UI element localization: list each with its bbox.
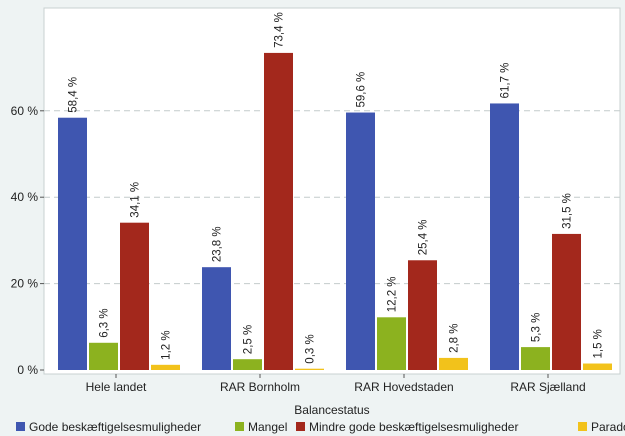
bars: 58,4 % 6,3 % 34,1 % 1,2 % 23,8 % 2,5 % 73,4 % 0… <box>58 12 612 371</box>
bar <box>583 363 612 370</box>
bar <box>490 103 519 371</box>
y-tick-label: 0 % <box>17 363 38 377</box>
legend-label: Gode beskæftigelsesmuligheder <box>29 420 201 434</box>
legend-swatch <box>296 422 305 431</box>
bar <box>439 357 468 370</box>
bar-value-label: 1,5 % <box>593 329 605 358</box>
legend-swatch <box>235 422 244 431</box>
bar-value-label: 5,3 % <box>531 313 543 342</box>
bar <box>521 347 550 370</box>
bar <box>264 52 293 371</box>
bar <box>233 359 262 370</box>
y-tick-label: 40 % <box>11 190 39 204</box>
bar <box>295 368 324 370</box>
legend-swatch <box>578 422 587 431</box>
bar <box>58 117 87 370</box>
bar-value-label: 0,3 % <box>305 334 317 363</box>
bar-value-label: 25,4 % <box>418 219 430 255</box>
legend-label: Mindre gode beskæftigelsesmuligheder <box>309 420 518 434</box>
bar-value-label: 12,2 % <box>387 276 399 312</box>
x-tick-label: RAR Bornholm <box>220 380 300 394</box>
bar-value-label: 1,2 % <box>161 330 173 359</box>
bar-value-label: 31,5 % <box>562 193 574 229</box>
bar <box>552 233 581 370</box>
bar-value-label: 2,5 % <box>243 325 255 354</box>
bar-value-label: 59,6 % <box>356 72 368 108</box>
legend: Balancestatus Gode beskæftigelsesmulighe… <box>16 403 625 434</box>
bar-value-label: 2,8 % <box>449 323 461 352</box>
bar-value-label: 73,4 % <box>274 12 286 48</box>
legend-swatch <box>16 422 25 431</box>
bar <box>346 112 375 370</box>
bar <box>408 260 437 370</box>
x-axis: Hele landet RAR Bornholm RAR Hovedstaden RA… <box>86 374 586 394</box>
y-axis: 0 % 20 % 40 % 60 % <box>11 104 44 377</box>
legend-title: Balancestatus <box>294 403 369 417</box>
y-tick-label: 20 % <box>11 277 39 291</box>
bar <box>120 222 149 370</box>
legend-label: Mangel <box>248 420 287 434</box>
bar <box>89 342 118 370</box>
bar <box>377 317 406 370</box>
x-tick-label: RAR Hovedstaden <box>354 380 453 394</box>
x-tick-label: Hele landet <box>86 380 147 394</box>
bar <box>151 364 180 370</box>
bar-value-label: 61,7 % <box>500 63 512 99</box>
x-tick-label: RAR Sjælland <box>510 380 585 394</box>
y-tick-label: 60 % <box>11 104 39 118</box>
legend-label: Paradoks <box>591 420 625 434</box>
bar-value-label: 23,8 % <box>212 226 224 262</box>
bar <box>202 267 231 370</box>
bar-value-label: 58,4 % <box>68 77 80 113</box>
bar-value-label: 6,3 % <box>99 308 111 337</box>
bar-value-label: 34,1 % <box>130 182 142 218</box>
